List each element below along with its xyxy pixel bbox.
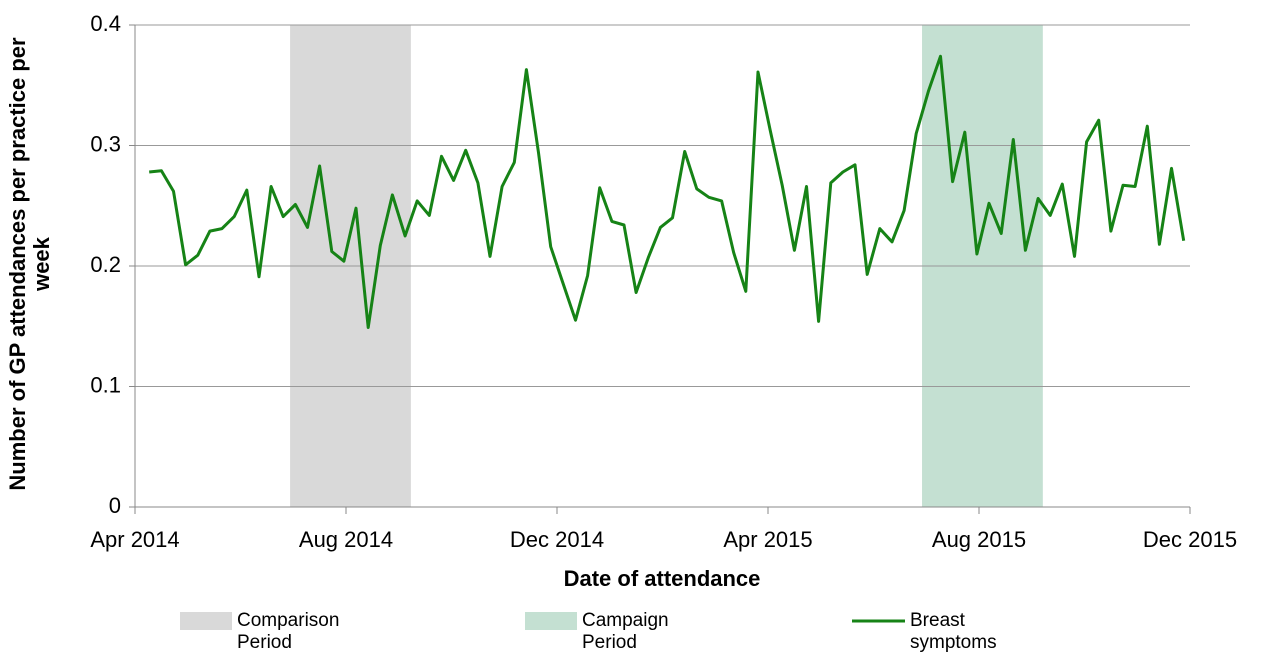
y-tick-label: 0.3 xyxy=(90,131,121,156)
x-tick-label: Apr 2015 xyxy=(723,527,812,552)
x-tick-label: Aug 2015 xyxy=(932,527,1026,552)
y-tick-label: 0 xyxy=(109,493,121,518)
legend-label: Campaign Period xyxy=(582,610,669,653)
y-tick-label: 0.2 xyxy=(90,252,121,277)
x-axis-title: Date of attendance xyxy=(564,566,761,591)
y-tick-label: 0.1 xyxy=(90,372,121,397)
x-tick-label: Dec 2015 xyxy=(1143,527,1237,552)
y-axis-title: Number of GP attendances per practice pe… xyxy=(5,37,54,491)
legend-swatch xyxy=(525,612,577,630)
data-line xyxy=(149,54,1186,329)
x-tick-label: Aug 2014 xyxy=(299,527,393,552)
legend-label: Comparison Period xyxy=(237,610,340,653)
legend-label: Breast symptoms xyxy=(910,610,997,653)
y-tick-label: 0.4 xyxy=(90,11,121,36)
legend-swatch xyxy=(180,612,232,630)
x-tick-label: Dec 2014 xyxy=(510,527,604,552)
x-tick-label: Apr 2014 xyxy=(90,527,179,552)
